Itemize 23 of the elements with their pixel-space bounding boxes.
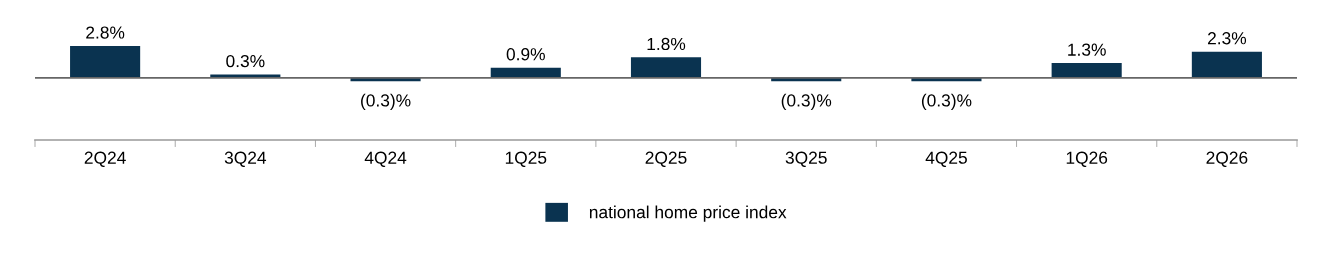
data-label: (0.3)% xyxy=(781,93,832,111)
data-label: 0.3% xyxy=(226,54,265,68)
data-label: 2.3% xyxy=(1207,32,1247,45)
data-label: 1.8% xyxy=(647,37,686,51)
bar xyxy=(1191,51,1262,78)
x-tick-label: 1Q25 xyxy=(505,151,547,167)
x-tick-label: 3Q24 xyxy=(224,151,267,167)
x-tick-label: 3Q25 xyxy=(785,151,827,167)
data-label: 1.3% xyxy=(1068,43,1106,56)
legend-label: national home price index xyxy=(589,205,787,222)
data-label: 0.9% xyxy=(506,48,545,61)
data-label: (0.3)% xyxy=(361,93,411,111)
bar xyxy=(1051,63,1122,78)
bar xyxy=(70,45,141,78)
x-tick-label: 2Q26 xyxy=(1206,151,1248,167)
x-tick-label: 1Q26 xyxy=(1066,151,1108,167)
x-tick-label: 2Q25 xyxy=(645,151,687,167)
x-tick-label: 4Q25 xyxy=(925,151,967,167)
data-label: (0.3)% xyxy=(921,93,972,111)
data-label: 2.8% xyxy=(86,26,125,39)
bar xyxy=(630,57,702,78)
x-tick-label: 4Q24 xyxy=(364,151,407,167)
x-tick-label: 2Q24 xyxy=(84,151,126,167)
